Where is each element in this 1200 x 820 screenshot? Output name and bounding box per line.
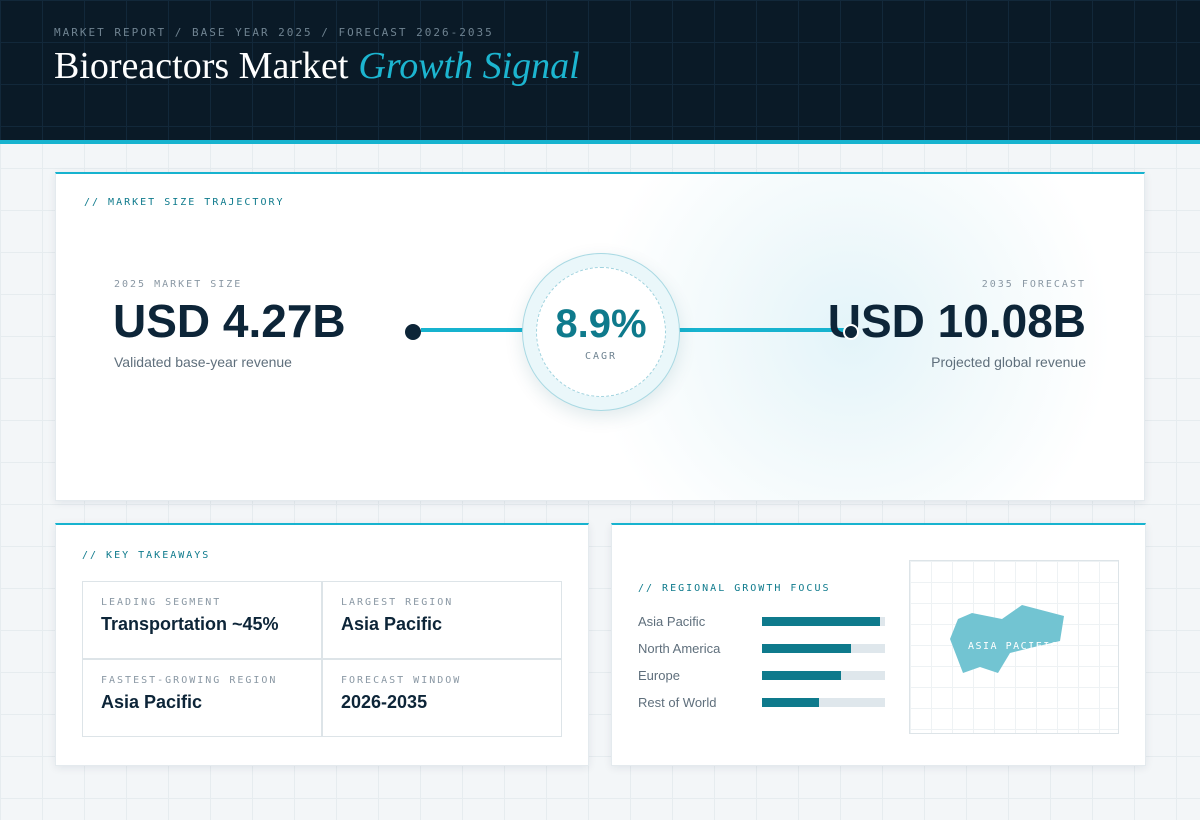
end-dot: [843, 324, 859, 340]
takeaway-cell: LEADING SEGMENT Transportation ~45%: [82, 581, 322, 659]
bar: [762, 671, 841, 680]
section-label: // REGIONAL GROWTH FOCUS: [638, 583, 831, 594]
region-map: ASIA PACIFIC: [909, 560, 1119, 734]
bar-track: [762, 617, 885, 626]
title: Bioreactors Market Growth Signal: [54, 44, 580, 88]
cagr-label: CAGR: [584, 351, 618, 362]
start-label: 2025 MARKET SIZE: [114, 279, 243, 290]
trajectory-card: // MARKET SIZE TRAJECTORY 2025 MARKET SI…: [55, 172, 1145, 501]
end-label: 2035 FORECAST: [981, 279, 1086, 290]
bar-track: [762, 671, 885, 680]
takeaway-cell: FASTEST-GROWING REGION Asia Pacific: [82, 659, 322, 737]
cagr-value: 8.9%: [555, 302, 647, 346]
section-label: // KEY TAKEAWAYS: [82, 550, 211, 561]
bar-track: [762, 644, 885, 653]
cagr-ring: 8.9% CAGR: [522, 253, 680, 411]
takeaway-cell: LARGEST REGION Asia Pacific: [322, 581, 562, 659]
takeaway-label: FASTEST-GROWING REGION: [101, 675, 278, 686]
start-dot: [405, 324, 421, 340]
region-label: ASIA PACIFIC: [968, 641, 1058, 652]
title-accent: Growth Signal: [358, 45, 580, 87]
kicker: MARKET REPORT / BASE YEAR 2025 / FORECAS…: [54, 26, 494, 39]
regional-card: // REGIONAL GROWTH FOCUS ASIA PACIFIC As…: [611, 523, 1146, 766]
takeaways-card: // KEY TAKEAWAYS LEADING SEGMENT Transpor…: [55, 523, 589, 766]
cagr-inner: 8.9% CAGR: [536, 267, 666, 397]
takeaway-label: LARGEST REGION: [341, 597, 454, 608]
bar-track: [762, 698, 885, 707]
bar: [762, 698, 819, 707]
region-name: North America: [638, 641, 721, 656]
region-name: Europe: [638, 668, 680, 683]
takeaway-value: Transportation ~45%: [101, 614, 279, 634]
section-label: // MARKET SIZE TRAJECTORY: [84, 197, 285, 208]
bar: [762, 617, 881, 626]
title-main: Bioreactors Market: [54, 45, 349, 87]
region-name: Rest of World: [638, 695, 717, 710]
end-note: Projected global revenue: [931, 354, 1086, 370]
region-name: Asia Pacific: [638, 614, 706, 629]
takeaway-value: 2026-2035: [341, 692, 428, 712]
end-value: USD 10.08B: [827, 295, 1086, 347]
start-note: Validated base-year revenue: [114, 354, 292, 370]
takeaway-value: Asia Pacific: [101, 692, 203, 712]
takeaway-label: FORECAST WINDOW: [341, 675, 462, 686]
start-value: USD 4.27B: [113, 295, 346, 347]
header: MARKET REPORT / BASE YEAR 2025 / FORECAS…: [0, 0, 1200, 144]
takeaway-cell: FORECAST WINDOW 2026-2035: [322, 659, 562, 737]
bar: [762, 644, 851, 653]
takeaway-value: Asia Pacific: [341, 614, 443, 634]
region-shape: [950, 605, 1064, 673]
takeaway-label: LEADING SEGMENT: [101, 597, 222, 608]
map-svg: ASIA PACIFIC: [950, 605, 1064, 673]
